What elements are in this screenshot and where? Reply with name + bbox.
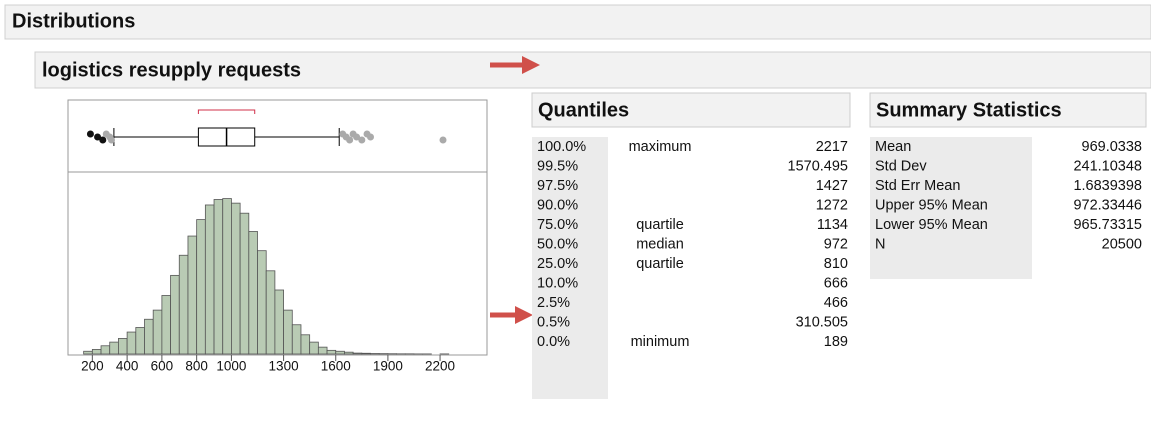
quantile-pct: 10.0% — [537, 275, 578, 291]
histogram-bar — [214, 199, 223, 354]
quantile-pct: 90.0% — [537, 197, 578, 213]
quantile-label: quartile — [636, 256, 684, 272]
quantile-value: 1427 — [816, 178, 848, 194]
histogram-bar — [275, 290, 284, 354]
quantile-value: 1570.495 — [788, 158, 848, 174]
summary-value: 969.0338 — [1082, 139, 1142, 155]
arrow-head — [515, 306, 533, 324]
quantile-pct: 75.0% — [537, 217, 578, 233]
histogram-bar — [284, 310, 293, 354]
summary-label: Mean — [875, 139, 911, 155]
histogram-bar — [353, 353, 362, 354]
quantile-label: median — [636, 236, 684, 252]
histogram-bar — [179, 255, 188, 354]
quantile-value: 1272 — [816, 197, 848, 213]
outlier — [440, 137, 447, 144]
histogram-bar — [327, 350, 336, 354]
histogram-bar — [118, 338, 127, 354]
quantile-label: maximum — [629, 139, 692, 155]
quantile-value: 2217 — [816, 139, 848, 155]
x-tick-label: 1900 — [373, 359, 403, 374]
histogram-bar — [318, 347, 327, 354]
quantile-pct: 2.5% — [537, 295, 570, 311]
quantile-value: 1134 — [817, 217, 848, 233]
quantile-label: minimum — [631, 334, 690, 350]
histogram-bar — [197, 220, 206, 354]
quantile-value: 466 — [824, 295, 848, 311]
histogram-bar — [144, 319, 153, 354]
quantile-pct: 97.5% — [537, 178, 578, 194]
histogram-bar — [344, 352, 353, 354]
histogram-bar — [310, 342, 319, 354]
summary-value: 20500 — [1102, 236, 1142, 252]
quantile-pct: 0.0% — [537, 334, 570, 350]
histogram-bar — [223, 199, 232, 354]
quantile-value: 810 — [824, 256, 848, 272]
x-tick-label: 1600 — [321, 359, 351, 374]
summary-value: 241.10348 — [1073, 158, 1142, 174]
quantile-pct: 50.0% — [537, 236, 578, 252]
histogram-bar — [84, 351, 93, 354]
outlier — [346, 137, 353, 144]
histogram-bar — [101, 346, 110, 354]
outlier — [358, 137, 365, 144]
histogram-bar — [171, 275, 180, 354]
histogram-bar — [258, 251, 267, 354]
quantile-pct: 0.5% — [537, 314, 570, 330]
quantiles-title: Quantiles — [538, 99, 629, 121]
histogram-bar — [136, 327, 145, 354]
section-title: logistics resupply requests — [42, 59, 301, 81]
quantile-value: 310.505 — [796, 314, 848, 330]
summary-label: Std Dev — [875, 158, 927, 174]
quantile-value: 972 — [824, 236, 848, 252]
x-tick-label: 1000 — [216, 359, 246, 374]
quantile-pct: 100.0% — [537, 139, 586, 155]
histogram-bar — [292, 325, 301, 354]
x-tick-label: 200 — [81, 359, 104, 374]
histogram-bar — [153, 310, 162, 354]
quantile-pct: 25.0% — [537, 256, 578, 272]
x-tick-label: 600 — [151, 359, 174, 374]
histogram-bar — [188, 236, 197, 354]
histogram-bar — [266, 271, 275, 354]
x-tick-label: 400 — [116, 359, 139, 374]
histogram-bar — [110, 342, 119, 354]
histogram-bar — [162, 295, 171, 354]
histogram-bar — [249, 231, 258, 354]
summary-label: N — [875, 236, 885, 252]
histogram-bar — [127, 332, 136, 354]
x-tick-label: 2200 — [425, 359, 455, 374]
histogram-bar — [336, 351, 345, 354]
histogram-bar — [362, 353, 371, 354]
histogram-bar — [92, 349, 101, 354]
quantile-value: 189 — [824, 334, 848, 350]
summary-label: Std Err Mean — [875, 178, 960, 194]
header-bar — [5, 5, 1151, 39]
outlier — [108, 137, 115, 144]
quantile-value: 666 — [824, 275, 848, 291]
histogram-bar — [231, 203, 240, 354]
outlier — [367, 134, 374, 141]
summary-label: Lower 95% Mean — [875, 217, 988, 233]
summary-value: 965.73315 — [1073, 217, 1142, 233]
summary-label: Upper 95% Mean — [875, 197, 988, 213]
quantile-label: quartile — [636, 217, 684, 233]
summary-value: 972.33446 — [1073, 197, 1142, 213]
histogram-bar — [205, 205, 214, 354]
histogram-bar — [240, 213, 249, 354]
x-tick-label: 800 — [185, 359, 208, 374]
outlier — [99, 137, 106, 144]
outlier — [87, 131, 94, 138]
x-tick-label: 1300 — [269, 359, 299, 374]
summary-value: 1.6839398 — [1073, 178, 1142, 194]
histogram-bar — [301, 335, 310, 354]
header-title: Distributions — [12, 10, 135, 32]
summary-title: Summary Statistics — [876, 99, 1062, 121]
quantile-pct: 99.5% — [537, 158, 578, 174]
